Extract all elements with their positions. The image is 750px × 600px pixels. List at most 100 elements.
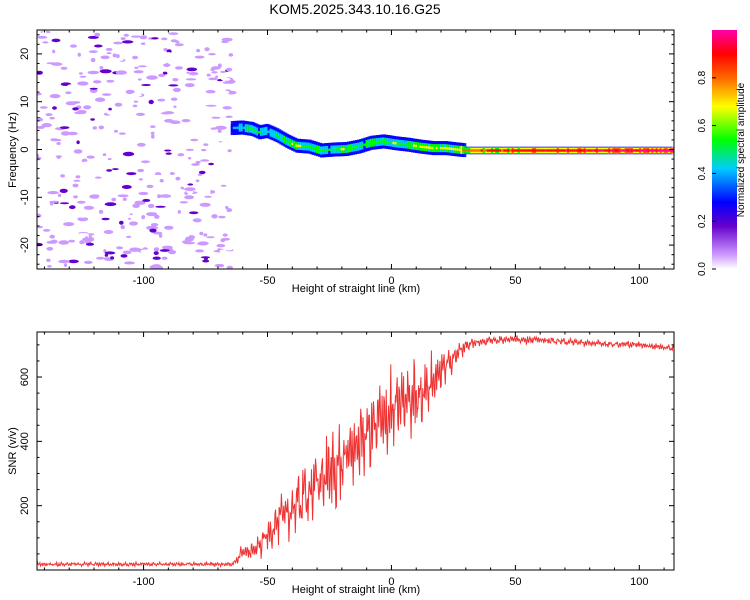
noise-speckle	[98, 209, 104, 214]
noise-speckle	[150, 131, 155, 135]
noise-speckle	[104, 146, 115, 150]
noise-speckle	[149, 167, 155, 171]
noise-speckle	[122, 197, 127, 202]
noise-speckle	[225, 206, 229, 209]
noise-speckle	[128, 33, 141, 36]
noise-speckle	[103, 249, 107, 253]
noise-speckle	[122, 40, 134, 44]
colorbar-tick-label: 0.4	[697, 166, 708, 180]
signal-core	[346, 147, 351, 150]
noise-speckle	[162, 71, 168, 75]
noise-speckle	[162, 239, 175, 242]
noise-speckle	[163, 63, 171, 67]
noise-speckle	[41, 123, 52, 128]
noise-speckle	[77, 200, 86, 204]
signal-core	[303, 145, 308, 148]
noise-speckle	[159, 179, 164, 183]
noise-speckle	[228, 53, 234, 57]
x-tick-label: 100	[630, 275, 648, 287]
noise-speckle	[89, 88, 98, 93]
noise-speckle	[215, 138, 227, 142]
noise-speckle	[164, 225, 174, 230]
signal-core	[375, 140, 380, 144]
noise-speckle	[198, 141, 205, 145]
noise-speckle	[130, 175, 138, 180]
noise-speckle	[206, 236, 215, 239]
signal-core	[497, 149, 502, 152]
noise-speckle	[191, 163, 200, 166]
signal-core	[373, 141, 378, 144]
noise-speckle	[39, 106, 48, 109]
noise-speckle	[86, 245, 91, 249]
noise-speckle	[204, 47, 210, 52]
signal-core	[525, 149, 530, 152]
signal-core	[439, 146, 444, 150]
noise-speckle	[89, 194, 101, 199]
noise-speckle	[174, 43, 184, 47]
noise-speckle	[78, 233, 89, 237]
signal-core	[571, 149, 576, 152]
noise-speckle	[68, 259, 79, 264]
noise-speckle	[138, 178, 143, 181]
noise-speckle	[206, 230, 216, 235]
signal-core	[478, 149, 483, 152]
noise-speckle	[51, 38, 61, 43]
noise-speckle	[129, 156, 139, 161]
noise-speckle	[137, 65, 147, 68]
noise-speckle	[197, 173, 203, 176]
noise-speckle	[185, 148, 194, 151]
noise-speckle	[194, 59, 203, 63]
signal-core	[435, 146, 440, 150]
signal-core	[604, 149, 609, 152]
noise-speckle	[104, 253, 109, 257]
noise-speckle	[179, 201, 189, 204]
noise-speckle	[206, 73, 211, 77]
noise-speckle	[49, 116, 55, 120]
noise-speckle	[49, 200, 60, 203]
noise-speckle	[221, 77, 231, 81]
noise-speckle	[225, 115, 233, 119]
noise-speckle	[64, 263, 68, 267]
y-tick-label: 0	[19, 146, 31, 152]
noise-speckle	[110, 256, 115, 260]
signal-core	[351, 146, 355, 149]
noise-speckle	[220, 184, 227, 187]
noise-speckle	[77, 164, 84, 169]
signal-core	[651, 149, 656, 152]
noise-speckle	[126, 172, 137, 176]
noise-speckle	[193, 182, 202, 186]
signal-core	[622, 149, 627, 152]
signal-core	[448, 147, 453, 150]
noise-speckle	[159, 44, 169, 49]
spectrogram-x-axis-title: Height of straight line (km)	[292, 283, 420, 295]
noise-speckle	[74, 111, 87, 115]
noise-speckle	[192, 218, 202, 223]
noise-speckle	[112, 168, 119, 171]
signal-core	[517, 149, 522, 152]
noise-speckle	[169, 172, 175, 175]
noise-speckle	[198, 100, 207, 103]
noise-speckle	[79, 240, 85, 245]
noise-speckle	[175, 40, 180, 44]
noise-speckle	[156, 155, 164, 160]
noise-speckle	[212, 192, 224, 196]
noise-speckle	[92, 80, 102, 84]
noise-speckle	[220, 70, 227, 73]
noise-speckle	[150, 223, 159, 227]
noise-speckle	[163, 47, 168, 52]
noise-speckle	[139, 35, 148, 40]
x-tick-label: 0	[388, 275, 394, 287]
noise-speckle	[66, 84, 75, 89]
signal-core	[452, 147, 457, 151]
noise-speckle	[120, 117, 129, 122]
noise-speckle	[117, 94, 128, 100]
noise-speckle	[128, 217, 131, 220]
noise-speckle	[113, 57, 124, 62]
noise-speckle	[105, 47, 113, 51]
noise-speckle	[50, 239, 58, 244]
noise-speckle	[187, 157, 192, 160]
noise-speckle	[56, 142, 61, 145]
signal-core	[536, 149, 541, 152]
noise-speckle	[108, 107, 112, 111]
